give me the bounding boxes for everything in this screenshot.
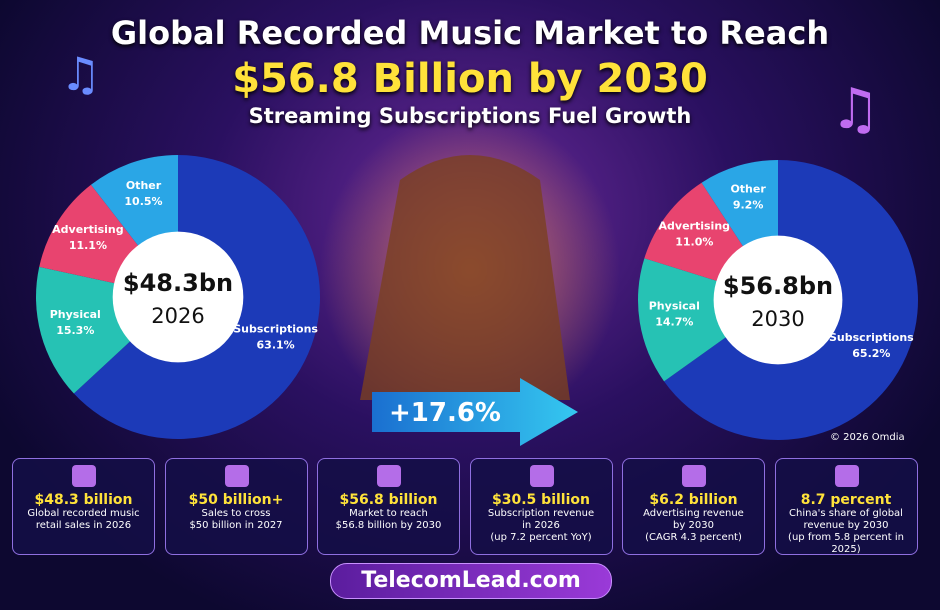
stat-text: (up from 5.8 percent in 2025) — [788, 532, 904, 555]
growth-label: +17.6% — [389, 398, 501, 428]
stat-text: Market to reach — [349, 508, 428, 519]
stat-card: $56.8 billion Market to reach $56.8 billio… — [317, 458, 460, 555]
stat-text: Sales to cross — [201, 508, 271, 519]
donut-hole — [713, 235, 843, 365]
credit: © 2026 Omdia — [830, 432, 905, 443]
stat-text: Advertising revenue — [643, 508, 744, 519]
slice-name: Physical — [649, 300, 700, 313]
slice-value: 63.1% — [257, 339, 295, 352]
slice-value: 15.3% — [56, 324, 94, 337]
stat-headline: $50 billion+ — [188, 492, 284, 508]
donut-hole — [112, 231, 244, 363]
stat-text: Subscription revenue — [487, 508, 595, 519]
center-label: $48.3bn — [123, 269, 233, 297]
stat-text: Global recorded music — [27, 508, 140, 519]
slice-value: 14.7% — [655, 316, 693, 329]
center-label: $56.8bn — [723, 272, 833, 300]
stat-icon — [224, 465, 249, 487]
headline: $56.8 Billion by 2030 — [232, 56, 708, 102]
slice-value: 65.2% — [852, 347, 890, 360]
stat-headline: $6.2 billion — [649, 492, 738, 508]
slice-name: Advertising — [52, 223, 124, 236]
title: Global Recorded Music Market to Reach — [110, 14, 830, 52]
stat-card: $30.5 billion Subscription revenue in 2026… — [469, 458, 613, 555]
music-note-icon: ♫ — [60, 47, 101, 101]
stat-headline: 8.7 percent — [800, 492, 892, 508]
stat-icon — [72, 465, 96, 487]
stat-text: (up 7.2 percent YoY) — [490, 532, 592, 543]
growth-arrow — [372, 378, 578, 446]
stat-text: revenue by 2030 — [803, 520, 889, 531]
stat-text: in 2026 — [522, 520, 560, 531]
pie-slice — [638, 258, 778, 382]
slice-value: 11.1% — [69, 239, 107, 252]
stat-text: $50 billion in 2027 — [189, 520, 283, 531]
center-sublabel: 2026 — [151, 304, 204, 328]
slice-name: Other — [730, 182, 766, 195]
slice-name: Physical — [50, 308, 101, 321]
stat-text: retail sales in 2026 — [35, 520, 132, 531]
slice-name: Advertising — [659, 220, 731, 233]
stat-headline: $30.5 billion — [492, 492, 590, 508]
music-note-icon: ♫ — [830, 77, 880, 142]
stat-headline: $56.8 billion — [339, 492, 438, 508]
stat-icon — [377, 465, 401, 487]
footer: TelecomLead.com — [330, 563, 612, 599]
stat-headline: $48.3 billion — [34, 492, 133, 508]
performer-silhouette — [360, 155, 570, 400]
stat-card: $6.2 billion Advertising revenue by 2030 (C… — [622, 458, 765, 555]
slice-value: 9.2% — [733, 198, 764, 211]
stat-text: by 2030 — [673, 520, 714, 531]
stat-text: (CAGR 4.3 percent) — [645, 532, 742, 543]
stat-card: 8.7 percent China's share of global revenu… — [774, 458, 918, 555]
stat-icon — [529, 465, 554, 487]
stat-icon — [682, 465, 706, 487]
slice-value: 10.5% — [124, 195, 162, 208]
stat-card: $50 billion+ Sales to cross $50 billion in… — [164, 458, 308, 555]
slice-name: Subscriptions — [829, 331, 914, 344]
slice-name: Other — [126, 179, 162, 192]
stat-text: China's share of global — [789, 508, 903, 519]
center-sublabel: 2030 — [751, 307, 804, 331]
slice-value: 11.0% — [675, 236, 713, 249]
stat-icon — [834, 465, 859, 487]
stat-card: $48.3 billion Global recorded music retail… — [12, 458, 155, 555]
subtitle: Streaming Subscriptions Fuel Growth — [248, 104, 692, 128]
slice-name: Subscriptions — [233, 323, 318, 336]
stat-text: $56.8 billion by 2030 — [335, 520, 442, 531]
